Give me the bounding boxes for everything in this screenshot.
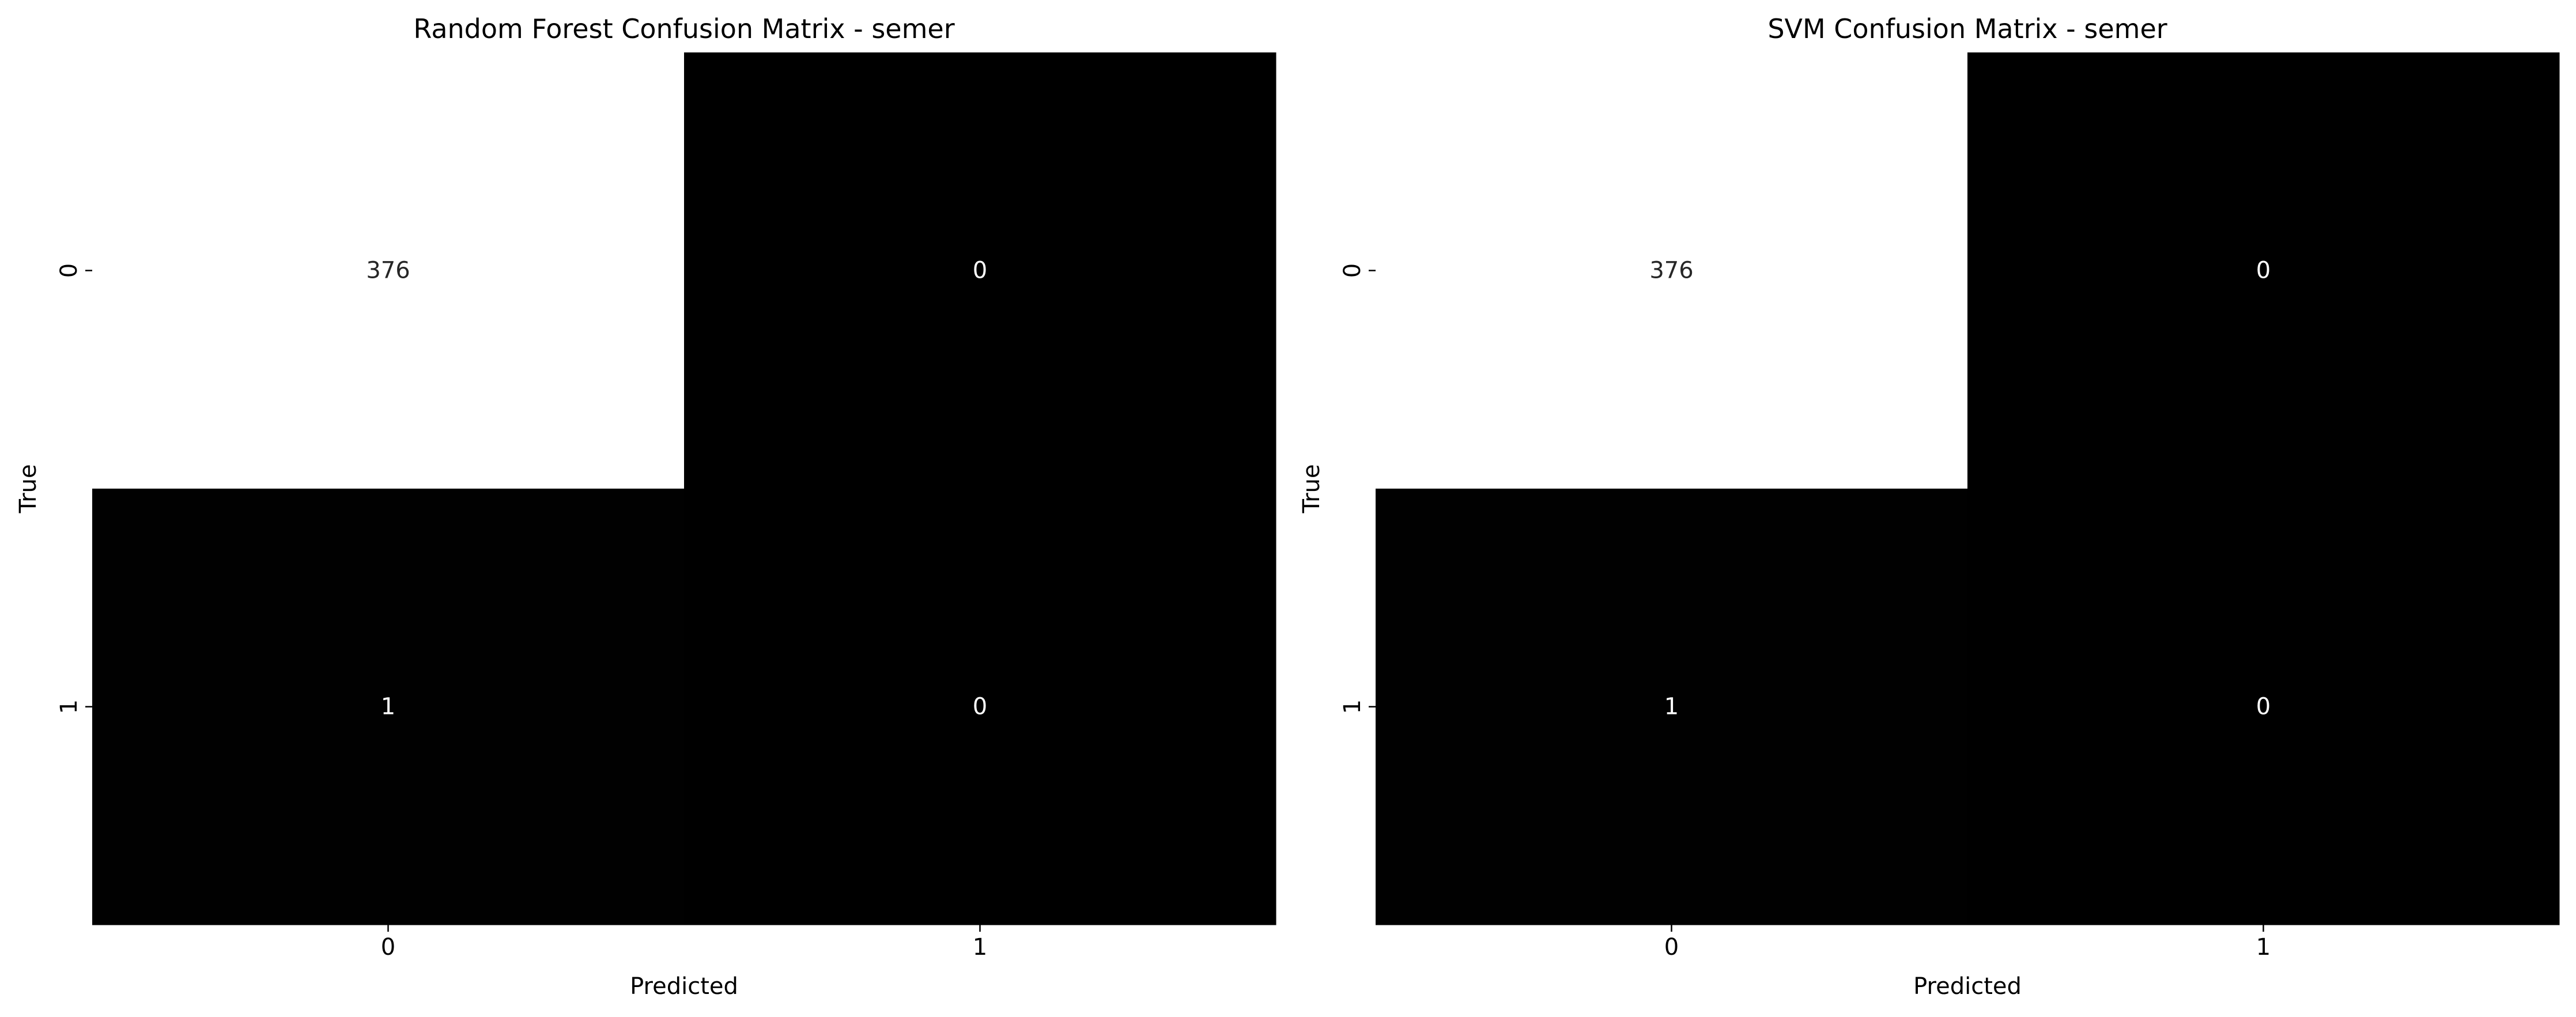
- rf-heatmap-cell-0-0: [92, 52, 685, 489]
- svm-x-axis-label: Predicted: [1913, 973, 2022, 1000]
- rf-y-axis-label: True: [15, 464, 41, 514]
- rf-heatmap-cell-1-1: [684, 489, 1276, 925]
- svm-cell-value-1-1: 0: [2256, 694, 2271, 720]
- svm-heatmap-cells: 376 0 1 0 0 1 0 1: [1339, 52, 2560, 961]
- svm-heatmap-cell-1-1: [1967, 489, 2560, 925]
- rf-cell-value-1-0: 1: [381, 694, 395, 720]
- svm-cell-value-1-0: 1: [1664, 694, 1679, 720]
- rf-x-axis-label: Predicted: [630, 973, 738, 1000]
- svm-y-tick-label-1: 1: [1339, 700, 1366, 714]
- svm-x-tick-label-1: 1: [2256, 934, 2271, 961]
- rf-y-tick-label-0: 0: [56, 263, 82, 278]
- svm-confusion-matrix-panel: SVM Confusion Matrix - semer 376 01 00 101 …: [1298, 13, 2560, 1000]
- rf-y-tick-label-1: 1: [56, 700, 82, 714]
- svm-cell-value-0-1: 0: [2256, 258, 2271, 284]
- rf-heatmap-cell-1-0: [92, 489, 685, 925]
- rf-chart-title: Random Forest Confusion Matrix - semer: [413, 13, 954, 44]
- rf-x-tick-label-0: 0: [381, 934, 395, 961]
- svm-chart-title: SVM Confusion Matrix - semer: [1767, 13, 2167, 44]
- svm-cell-value-0-0: 376: [1649, 258, 1693, 284]
- rf-confusion-matrix-panel: Random Forest Confusion Matrix - semer 3…: [15, 13, 1276, 1000]
- rf-heatmap-cells: 376 0 1 0 0 1 0 1: [56, 52, 1276, 961]
- rf-heatmap-cell-0-1: [684, 52, 1276, 489]
- rf-cell-value-1-1: 0: [973, 694, 987, 720]
- svm-heatmap-cell-0-0: [1376, 52, 1968, 489]
- svm-heatmap-cell-1-0: [1376, 489, 1968, 925]
- rf-x-tick-label-1: 1: [973, 934, 987, 961]
- svm-heatmap-cell-0-1: [1967, 52, 2560, 489]
- svm-y-tick-label-0: 0: [1339, 263, 1366, 278]
- svm-x-tick-label-0: 0: [1664, 934, 1679, 961]
- rf-cell-value-0-1: 0: [973, 258, 987, 284]
- svm-y-axis-label: True: [1298, 464, 1325, 514]
- rf-cell-value-0-0: 376: [366, 258, 410, 284]
